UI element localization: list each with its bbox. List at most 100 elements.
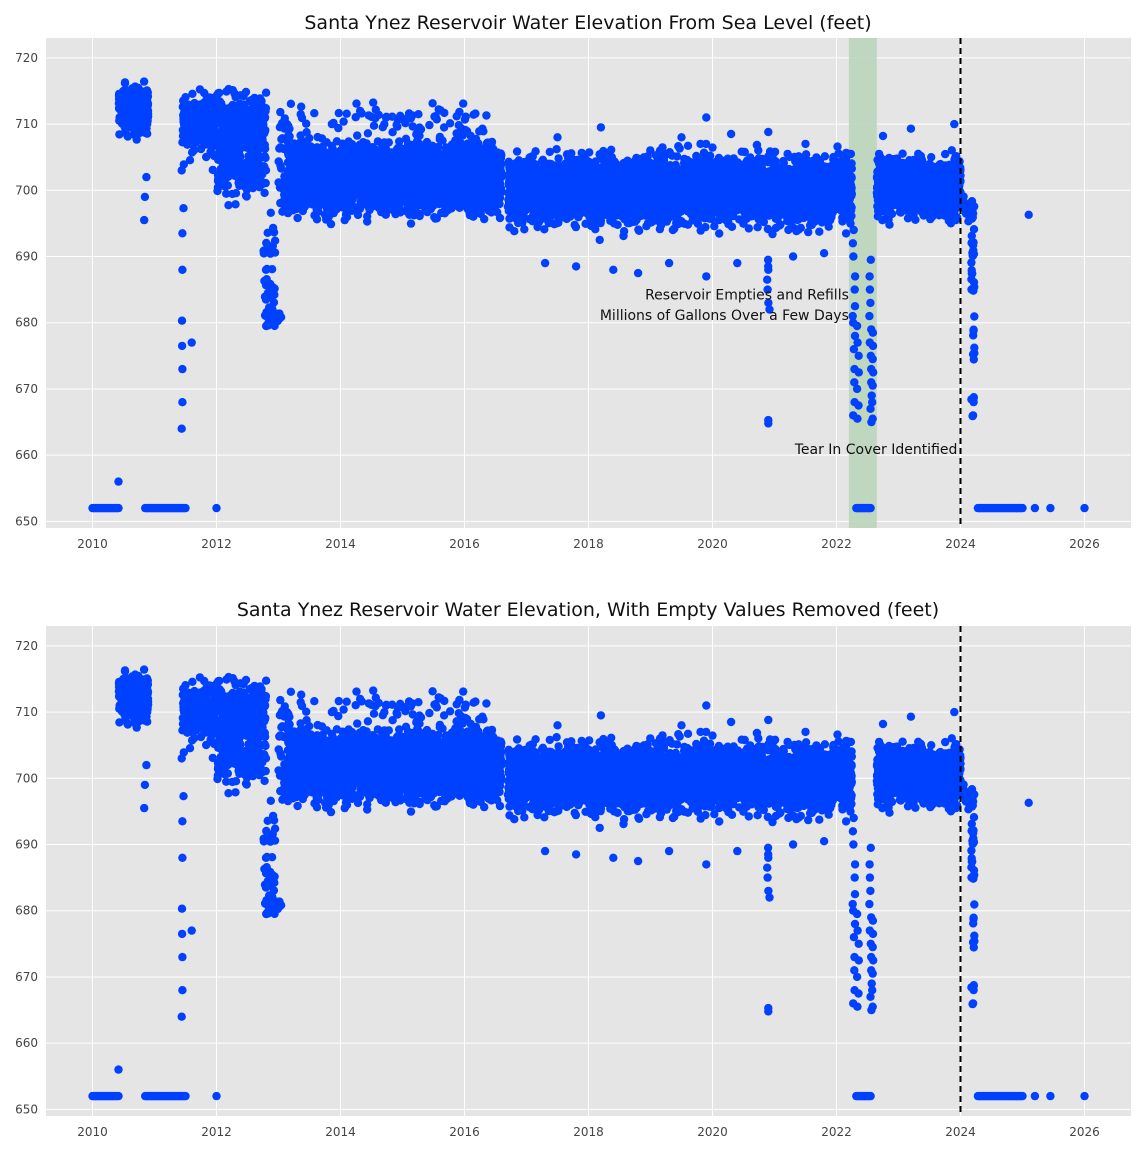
data-point [286, 99, 296, 109]
data-point [211, 109, 220, 119]
data-point [224, 201, 233, 210]
data-point [177, 424, 186, 433]
data-point [369, 198, 378, 208]
data-point [312, 205, 321, 214]
data-point [114, 503, 123, 513]
data-point [381, 210, 390, 219]
data-point [468, 177, 477, 186]
data-point [339, 160, 348, 169]
data-point [134, 129, 143, 138]
data-point [319, 154, 328, 163]
data-point [360, 145, 370, 154]
data-point [115, 130, 124, 139]
data-point [114, 477, 123, 486]
data-point [242, 143, 251, 152]
data-point [451, 136, 460, 145]
data-point [276, 313, 286, 322]
data-point [383, 154, 392, 163]
data-point [221, 173, 230, 182]
data-point [380, 138, 389, 147]
data-point [261, 295, 271, 304]
data-point [474, 153, 483, 163]
data-point [135, 112, 144, 121]
data-point [306, 158, 316, 168]
data-point [263, 228, 272, 237]
data-point [134, 105, 144, 114]
data-point [459, 174, 469, 183]
data-point [319, 177, 328, 186]
data-point [715, 229, 724, 238]
data-point [140, 215, 149, 225]
data-point [841, 229, 851, 238]
data-point [345, 140, 354, 150]
data-point [469, 110, 478, 119]
data-point [463, 199, 473, 208]
data-point [683, 141, 693, 150]
data-point [285, 171, 294, 181]
data-point [424, 153, 433, 163]
data-point [196, 144, 206, 154]
data-point [120, 120, 129, 130]
data-point [353, 158, 362, 167]
data-point [346, 149, 355, 158]
data-point [220, 180, 229, 190]
data-point [364, 111, 373, 120]
data-point [406, 219, 416, 228]
data-point [143, 88, 152, 97]
data-point [216, 101, 225, 110]
data-point [224, 84, 233, 94]
data-point [349, 190, 358, 200]
data-point [322, 138, 331, 147]
data-point [351, 113, 360, 122]
data-point [177, 341, 187, 351]
data-point [376, 168, 386, 177]
data-point [418, 180, 427, 189]
data-point [191, 126, 200, 135]
data-point [253, 170, 262, 180]
data-point [343, 198, 353, 208]
data-point [487, 137, 497, 147]
data-point [470, 163, 479, 172]
data-point [402, 149, 411, 158]
data-point [292, 204, 301, 214]
data-point [241, 191, 251, 200]
data-point [342, 212, 352, 222]
data-point [426, 144, 436, 153]
data-point [476, 185, 485, 195]
data-point [207, 125, 216, 134]
data-point [262, 275, 271, 284]
data-point [471, 196, 480, 206]
data-point [297, 102, 306, 111]
data-point [288, 144, 297, 153]
data-point [249, 129, 259, 138]
data-point [241, 87, 251, 97]
data-point [459, 99, 468, 108]
data-point [123, 110, 133, 119]
data-point [402, 188, 412, 197]
data-point [407, 177, 416, 187]
data-point [255, 121, 264, 130]
data-point [303, 171, 313, 181]
data-point [232, 146, 242, 155]
data-point [737, 147, 746, 156]
data-point [327, 193, 336, 202]
data-point [262, 238, 271, 248]
data-point [438, 136, 447, 145]
data-point [185, 156, 195, 165]
data-point [199, 99, 208, 108]
data-point [218, 142, 227, 151]
data-point [188, 89, 197, 99]
data-point [384, 177, 394, 187]
data-point [336, 169, 345, 178]
data-point [181, 93, 190, 102]
data-point [285, 124, 294, 134]
data-point [212, 503, 221, 513]
data-point [218, 125, 227, 134]
data-point [403, 139, 413, 148]
data-point [259, 246, 268, 256]
data-point [455, 107, 464, 117]
data-point [423, 207, 432, 217]
data-point [413, 136, 422, 146]
data-point [496, 170, 506, 179]
